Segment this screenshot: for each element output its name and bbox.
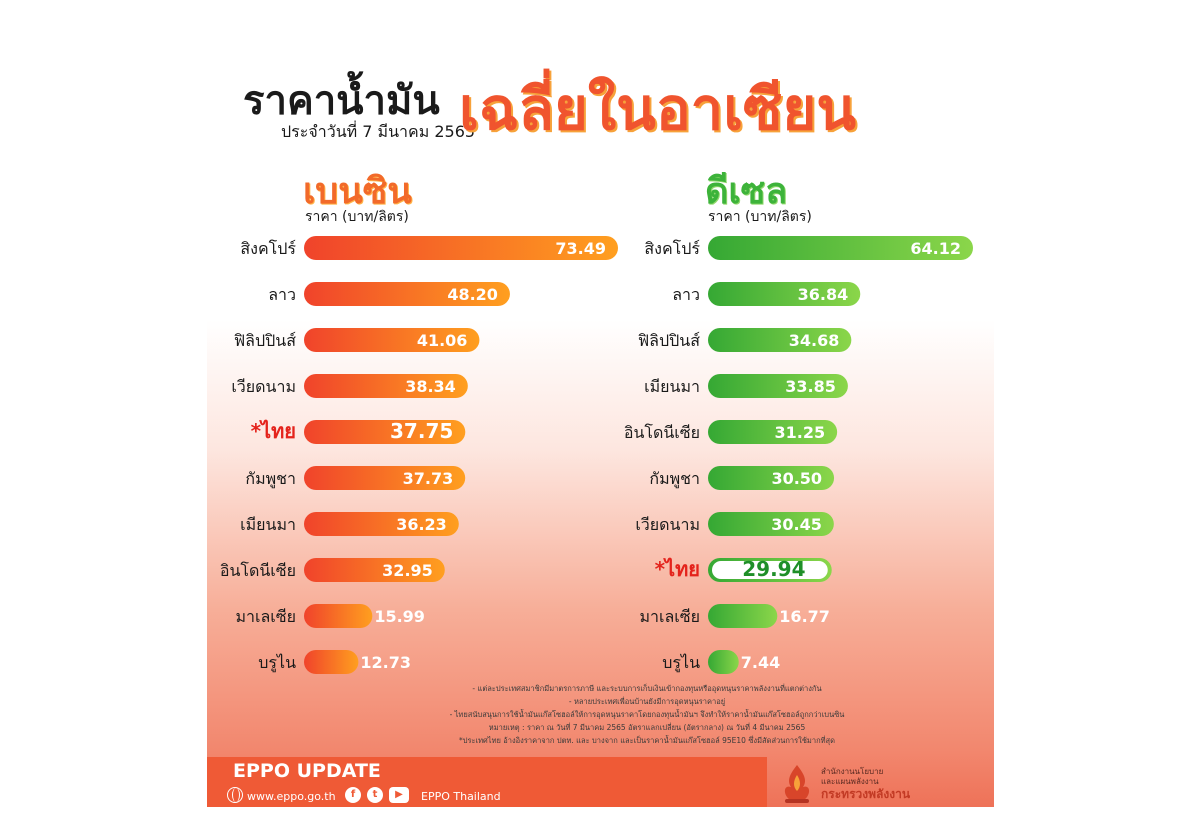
value-label: 31.25	[775, 423, 826, 442]
footnote-line: *ประเทศไทย อ้างอิงราคาจาก ปตท. และ บางจา…	[458, 736, 836, 745]
bar	[304, 282, 510, 306]
title-main: ราคาน้ำมัน	[243, 78, 440, 124]
value-label: 36.23	[396, 515, 447, 534]
bar-charts: สิงคโปร์ 73.49 ลาว 48.20 ฟิลิปปินส์ 41.06 เวีย…	[220, 236, 973, 674]
bar	[304, 328, 480, 352]
category-label: อินโดนีเซีย	[624, 423, 700, 442]
bar	[708, 512, 834, 536]
category-label: *ไทย	[251, 419, 296, 443]
bar	[708, 374, 848, 398]
twitter-icon[interactable]: t	[367, 787, 383, 803]
category-label: มาเลเซีย	[639, 607, 700, 626]
footnote-line: หมายเหตุ : ราคา ณ วันที่ 7 มีนาคม 2565 อ…	[488, 723, 806, 732]
category-label: ลาว	[268, 285, 296, 304]
globe-icon	[227, 787, 243, 803]
category-label: เวียดนาม	[231, 377, 296, 396]
value-label: 32.95	[382, 561, 433, 580]
benzine-bars: สิงคโปร์ 73.49 ลาว 48.20 ฟิลิปปินส์ 41.06 เวีย…	[220, 236, 618, 674]
footnote-line: - หลายประเทศเพื่อนบ้านยังมีการอุดหนุนราค…	[568, 697, 726, 706]
footnotes: - แต่ละประเทศสมาชิกมีมาตรการภาษี และระบบ…	[347, 682, 947, 747]
category-label: บรูไน	[258, 653, 296, 673]
value-label: 12.73	[360, 653, 411, 672]
category-label: ฟิลิปปินส์	[234, 331, 296, 350]
diesel-chart-title: ดีเซล	[705, 171, 788, 212]
bar	[708, 236, 973, 260]
value-label: 30.50	[771, 469, 822, 488]
logo-text-line3: กระทรวงพลังงาน	[821, 787, 911, 801]
title-accent: เฉลี่ยในอาเซียน	[459, 75, 857, 143]
category-label: *ไทย	[655, 557, 700, 581]
bar	[304, 558, 445, 582]
bar	[304, 650, 359, 674]
category-label: กัมพูชา	[649, 469, 700, 489]
facebook-icon[interactable]: f	[345, 787, 361, 803]
highlight-pill	[712, 561, 828, 579]
category-label: เวียดนาม	[635, 515, 700, 534]
bar	[304, 512, 459, 536]
category-label: เมียนมา	[240, 515, 296, 534]
logo-text-line2: และแผนพลังงาน	[821, 777, 879, 786]
bar	[708, 466, 835, 490]
footnote-line: - ไทยสนับสนุนการใช้น้ำมันแก๊สโซฮอล์ให้กา…	[449, 710, 845, 719]
value-label: 7.44	[741, 653, 780, 672]
bar	[304, 374, 468, 398]
bar	[708, 650, 739, 674]
value-label: 29.94	[742, 557, 805, 581]
value-label: 37.75	[390, 419, 453, 443]
value-label: 33.85	[785, 377, 836, 396]
bar	[304, 236, 618, 260]
value-label: 38.34	[405, 377, 456, 396]
value-label: 37.73	[403, 469, 454, 488]
category-label: ลาว	[672, 285, 700, 304]
bar	[304, 466, 466, 490]
footer-url[interactable]: www.eppo.go.th	[247, 790, 336, 803]
value-label: 73.49	[555, 239, 606, 258]
bar	[304, 604, 373, 628]
bar	[708, 604, 778, 628]
category-label: เมียนมา	[644, 377, 700, 396]
category-label: สิงคโปร์	[240, 239, 296, 258]
bar	[304, 420, 466, 444]
category-label: มาเลเซีย	[235, 607, 296, 626]
infographic-poster: ราคาน้ำมัน ประจำวันที่ 7 มีนาคม 2565 เฉล…	[207, 50, 994, 807]
diesel-unit-label: ราคา (บาท/ลิตร)	[708, 209, 812, 225]
bar	[708, 420, 838, 444]
category-label: กัมพูชา	[245, 469, 296, 489]
benzine-unit-label: ราคา (บาท/ลิตร)	[305, 209, 409, 225]
category-label: บรูไน	[662, 653, 700, 673]
value-label: 41.06	[417, 331, 468, 350]
footer-bar: EPPO UPDATE www.eppo.go.th f t ▶ EPPO Th…	[207, 757, 767, 807]
bar	[708, 328, 852, 352]
value-label: 30.45	[771, 515, 822, 534]
value-label: 16.77	[779, 607, 830, 626]
bar	[708, 282, 861, 306]
ministry-logo: สำนักงานนโยบาย และแผนพลังงาน กระทรวงพลัง…	[779, 763, 989, 807]
logo-text-line1: สำนักงานนโยบาย	[821, 767, 884, 776]
footer-social-label[interactable]: EPPO Thailand	[421, 790, 501, 803]
value-label: 34.68	[789, 331, 840, 350]
diesel-bars: สิงคโปร์ 64.12 ลาว 36.84 ฟิลิปปินส์ 34.68 เมีย…	[624, 236, 973, 674]
value-label: 48.20	[447, 285, 498, 304]
footnote-line: - แต่ละประเทศสมาชิกมีมาตรการภาษี และระบบ…	[472, 684, 822, 693]
youtube-icon[interactable]: ▶	[389, 787, 409, 803]
value-label: 36.84	[798, 285, 849, 304]
benzine-chart-title: เบนซิน	[303, 171, 412, 212]
title-date: ประจำวันที่ 7 มีนาคม 2565	[281, 122, 476, 141]
value-label: 64.12	[910, 239, 961, 258]
category-label: ฟิลิปปินส์	[638, 331, 700, 350]
footer-title: EPPO UPDATE	[233, 760, 381, 782]
flame-logo-icon	[784, 765, 810, 803]
category-label: อินโดนีเซีย	[220, 561, 296, 580]
category-label: สิงคโปร์	[644, 239, 700, 258]
value-label: 15.99	[374, 607, 425, 626]
